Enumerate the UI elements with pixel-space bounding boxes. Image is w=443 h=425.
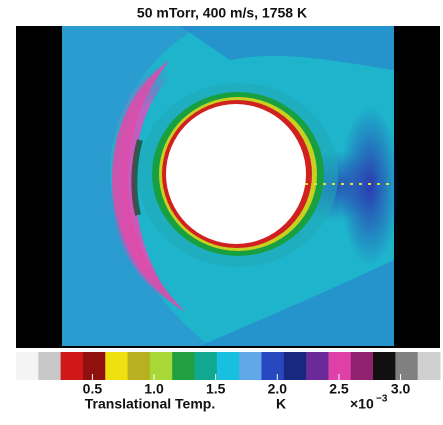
colorbar-block: [149, 352, 173, 380]
flow-field: [16, 26, 440, 348]
colorbar-exponent: −3: [376, 394, 388, 405]
colorbar-block: [172, 352, 196, 380]
colorbar-block: [105, 352, 129, 380]
colorbar-tick-label: 2.5: [329, 381, 349, 397]
colorbar-label: Translational Temp.: [85, 396, 215, 412]
colorbar-block: [216, 352, 240, 380]
colorbar-block: [38, 352, 62, 380]
colorbar-tick-label: 1.5: [206, 381, 226, 397]
title: 50 mTorr, 400 m/s, 1758 K: [137, 5, 307, 21]
colorbar-block: [283, 352, 307, 380]
colorbar-block: [395, 352, 419, 380]
colorbar-block: [194, 352, 218, 380]
colorbar-block: [16, 352, 39, 380]
colorbar-tick-label: 3.0: [391, 381, 411, 397]
colorbar-tick-label: 0.5: [83, 381, 103, 397]
colorbar-unit: K: [276, 396, 286, 412]
colorbar-block: [373, 352, 396, 380]
colorbar-block: [417, 352, 441, 380]
colorbar-scale: ×10: [350, 396, 374, 412]
colorbar-block: [328, 352, 352, 380]
colorbar-block: [60, 352, 84, 380]
colorbar-block: [261, 352, 285, 380]
colorbar: 0.5 1.0 1.5 2.0 2.5 3.0: [16, 352, 441, 397]
colorbar-block: [306, 352, 329, 380]
colorbar-tick-label: 2.0: [268, 381, 288, 397]
colorbar-tick-label: 1.0: [144, 381, 164, 397]
colorbar-block: [82, 352, 106, 380]
colorbar-block: [127, 352, 151, 380]
colorbar-block: [350, 352, 374, 380]
colorbar-block: [239, 352, 262, 380]
